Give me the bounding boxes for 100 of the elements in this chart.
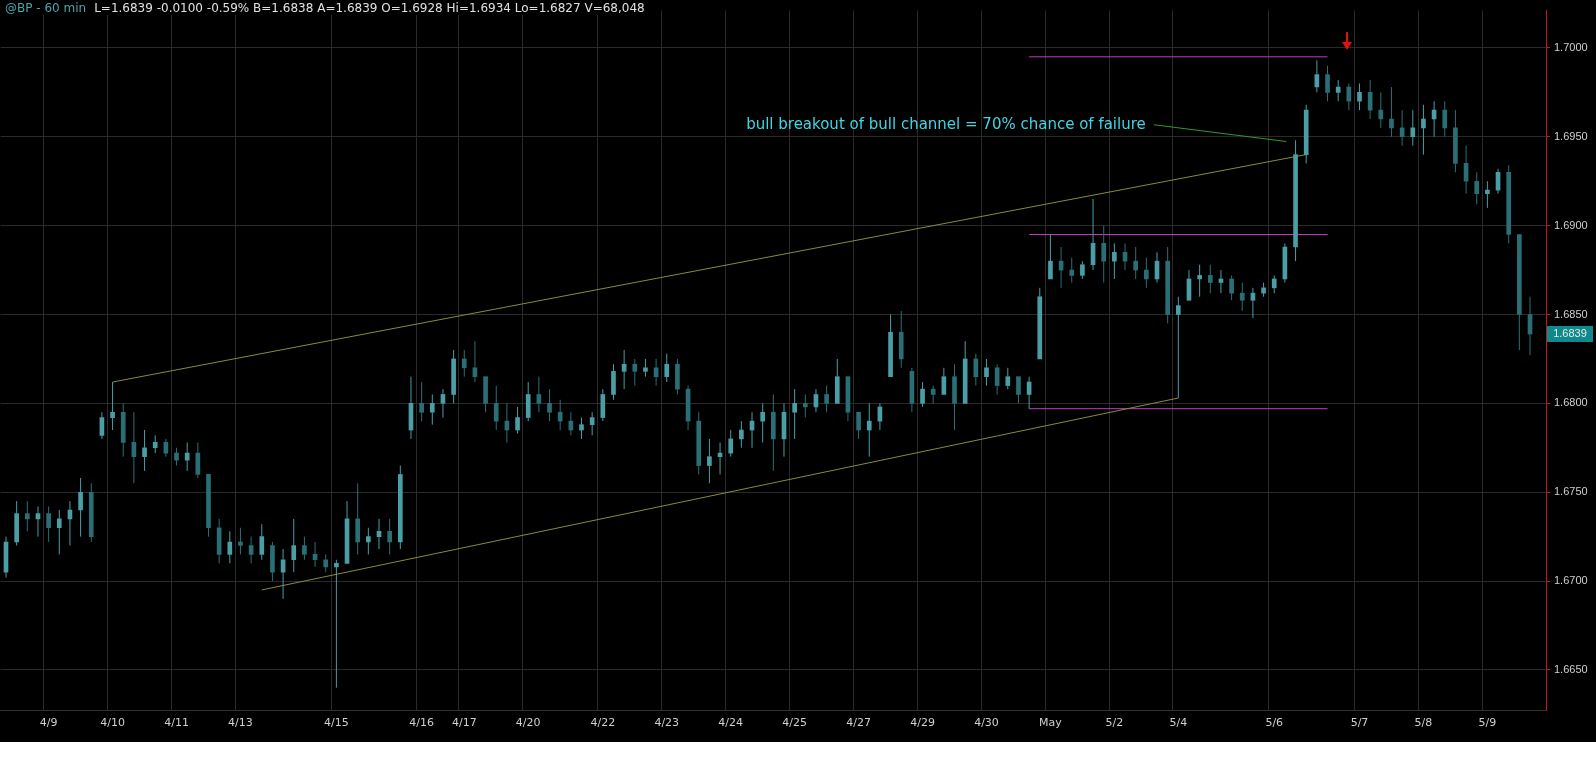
candlestick (898, 310, 904, 369)
candlestick (355, 482, 361, 555)
y-tick-label: 1.6850 (1554, 307, 1588, 320)
x-tick-label: 4/27 (846, 716, 871, 730)
candlestick (1037, 287, 1043, 360)
candlestick (771, 393, 776, 472)
y-tick-label: 1.6650 (1554, 662, 1588, 675)
candlestick (1485, 180, 1490, 209)
candlestick (1048, 234, 1053, 280)
candlestick (1133, 246, 1139, 280)
candlestick (1389, 86, 1394, 138)
candlestick (1335, 79, 1341, 102)
candlestick (1517, 234, 1522, 351)
candlestick (1421, 104, 1426, 156)
candlestick (1378, 91, 1384, 129)
candlestick (110, 381, 115, 431)
candlestick (1474, 171, 1480, 205)
candlestick (227, 530, 233, 564)
candlestick (1016, 376, 1021, 404)
candlestick (1271, 274, 1277, 294)
x-tick-label: 4/16 (409, 716, 434, 730)
candlestick (493, 385, 499, 431)
candlestick (46, 505, 51, 543)
candlestick (1175, 296, 1181, 399)
x-tick-label: 5/6 (1265, 716, 1284, 730)
text: 1.6839 (1553, 327, 1587, 340)
candlestick (206, 474, 211, 538)
candlestick (643, 358, 648, 378)
candlestick (962, 340, 968, 404)
candlestick (1325, 65, 1330, 102)
candlestick (1165, 246, 1170, 324)
candlestick (802, 393, 808, 419)
candlestick (856, 411, 861, 440)
candlestick (78, 477, 83, 538)
candlestick (1506, 164, 1512, 244)
x-tick-label: 5/2 (1105, 716, 1124, 730)
candlestick (525, 381, 531, 422)
candlestick (1357, 82, 1362, 111)
candlestick (952, 363, 957, 431)
candlestick (1229, 274, 1234, 301)
candlestick (824, 385, 829, 413)
x-tick-label: 4/20 (515, 716, 541, 730)
candlestick (675, 358, 680, 395)
x-tick-label: 5/9 (1478, 716, 1497, 730)
candlestick (920, 381, 925, 408)
candlestick (483, 376, 488, 413)
x-tick-label: 4/25 (782, 716, 807, 730)
x-tick-label: 4/24 (718, 716, 744, 730)
candlestick (451, 349, 456, 404)
x-tick-label: 5/8 (1414, 716, 1433, 730)
candlestick (88, 482, 94, 543)
candlestick (120, 402, 126, 458)
candlestick (1112, 242, 1117, 280)
y-tick-label: 1.6700 (1554, 574, 1588, 587)
candlestick (888, 313, 893, 378)
candlestick (696, 411, 702, 475)
x-tick-label: 4/29 (910, 716, 935, 730)
candlestick (557, 399, 563, 431)
candlestick (24, 500, 30, 532)
candlestick (1144, 257, 1149, 289)
candlestick (461, 349, 467, 378)
candlestick (398, 465, 403, 550)
candlestick (429, 393, 435, 426)
candlestick (866, 402, 872, 458)
x-tick-label: May (1039, 716, 1063, 730)
x-tick-label: 4/15 (324, 716, 349, 730)
chart-subtitle: L=1.6839 -0.0100 -0.59% B=1.6838 A=1.6839 O=1.6928 Hi=1.6934 Lo=1.6827 V=68,048 (94, 1, 645, 15)
candlestick (259, 523, 265, 561)
candlestick (387, 518, 392, 555)
candlestick (152, 434, 158, 454)
x-tick-label: 4/9 (39, 716, 58, 730)
y-tick-label: 1.6950 (1554, 129, 1588, 142)
y-tick-label: 1.6800 (1554, 396, 1588, 409)
candlestick (142, 429, 147, 472)
candlestick (334, 559, 339, 689)
x-tick-label: 4/22 (590, 716, 616, 730)
candlestick (323, 553, 329, 573)
candlestick (270, 541, 275, 582)
x-tick-label: 4/13 (228, 716, 253, 730)
x-tick-label: 4/23 (654, 716, 680, 730)
candlestick (1410, 109, 1416, 147)
candlestick (973, 353, 979, 387)
y-tick-label: 1.7000 (1554, 40, 1588, 53)
candlestick (1005, 367, 1011, 390)
candlestick (707, 438, 712, 484)
candlestick (1239, 282, 1245, 312)
candlestick (664, 353, 670, 383)
candlestick (1197, 264, 1202, 298)
candlestick (760, 402, 766, 443)
candlestick (632, 358, 638, 387)
candlestick (366, 527, 371, 555)
chart-title: @BP - 60 min (5, 1, 87, 15)
candlestick (14, 500, 19, 547)
y-tick-label: 1.6900 (1554, 218, 1588, 231)
candlestick (1069, 257, 1075, 284)
candlestick (1293, 139, 1298, 262)
candlestick (579, 417, 584, 440)
candlestick (1453, 109, 1458, 173)
candlestick (739, 420, 744, 449)
x-tick-label: 4/10 (100, 716, 125, 730)
